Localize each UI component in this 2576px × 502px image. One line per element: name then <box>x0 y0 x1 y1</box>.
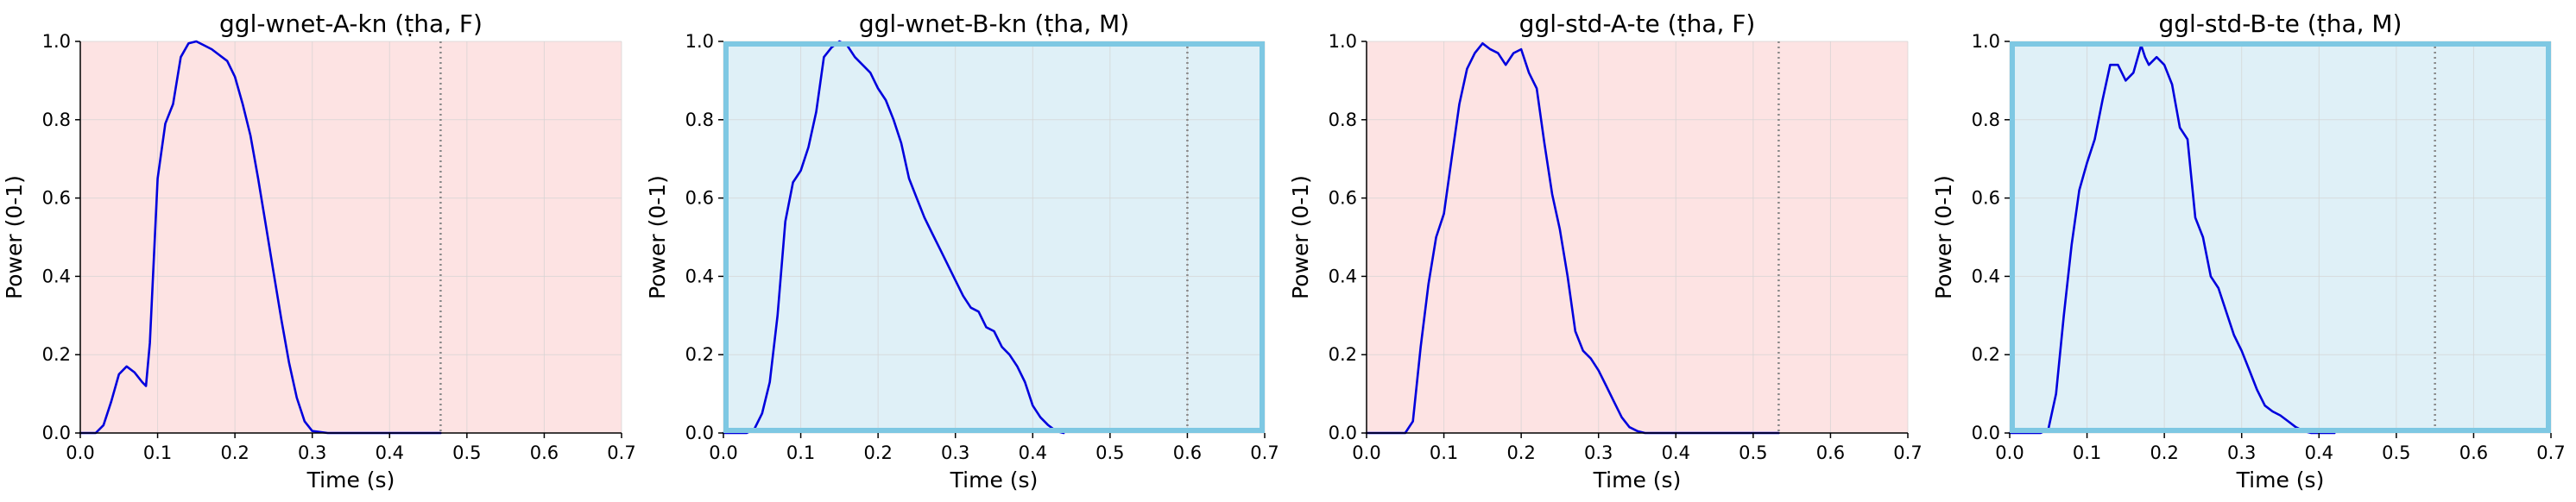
y-axis-label: Power (0-1) <box>2 175 27 299</box>
x-tick-label: 0.3 <box>298 442 326 463</box>
x-tick-label: 0.3 <box>2227 442 2256 463</box>
y-tick-label: 0.6 <box>42 188 71 209</box>
x-tick-label: 0.1 <box>143 442 172 463</box>
x-tick-label: 0.3 <box>1584 442 1613 463</box>
x-tick-label: 0.0 <box>709 442 737 463</box>
y-tick-label: 0.8 <box>1972 110 2000 130</box>
y-tick-label: 0.6 <box>1972 188 2000 209</box>
y-tick-label: 1.0 <box>685 31 714 52</box>
y-tick-label: 0.2 <box>685 344 714 365</box>
y-tick-label: 0.4 <box>1329 266 1357 286</box>
x-axis-label: Time (s) <box>306 467 395 493</box>
x-tick-label: 0.7 <box>2536 442 2565 463</box>
y-axis-label: Power (0-1) <box>645 175 670 299</box>
y-tick-label: 0.8 <box>685 110 714 130</box>
x-tick-label: 0.2 <box>863 442 892 463</box>
panel-title: ggl-std-B-te (ṭha, M) <box>2159 9 2402 38</box>
plot-background <box>1367 41 1908 433</box>
y-tick-label: 1.0 <box>1972 31 2000 52</box>
power-series-line <box>1365 41 1780 435</box>
x-tick-label: 0.7 <box>1893 442 1922 463</box>
y-tick-label: 0.0 <box>1329 423 1357 443</box>
power-series-line <box>722 40 1065 435</box>
x-tick-label: 0.6 <box>1173 442 1202 463</box>
x-tick-label: 0.4 <box>376 442 404 463</box>
panel-title: ggl-std-A-te (ṭha, F) <box>1519 9 1756 38</box>
x-tick-label: 0.2 <box>2150 442 2178 463</box>
y-tick-label: 1.0 <box>1329 31 1357 52</box>
plot-background <box>2010 41 2551 433</box>
y-tick-label: 0.0 <box>1972 423 2000 443</box>
panel-3: 0.0 0.1 0.2 0.3 0.4 0.5 0.6 0.7 0.0 0.2 0.4 0.6 0.8 1… <box>1288 9 1923 493</box>
panel-title: ggl-wnet-B-kn (ṭha, M) <box>859 9 1129 38</box>
plot-background <box>723 41 1265 433</box>
y-tick-label: 0.4 <box>685 266 714 286</box>
x-tick-label: 0.6 <box>1816 442 1845 463</box>
x-tick-label: 0.7 <box>1250 442 1279 463</box>
y-axis-label: Power (0-1) <box>1288 175 1313 299</box>
x-axis-label: Time (s) <box>2236 467 2325 493</box>
panel-title: ggl-wnet-A-kn (ṭha, F) <box>219 9 483 38</box>
y-tick-label: 0.8 <box>1329 110 1357 130</box>
male-panel-border <box>723 41 1265 433</box>
y-tick-label: 0.4 <box>1972 266 2000 286</box>
x-tick-label: 0.1 <box>2073 442 2101 463</box>
y-tick-label: 0.2 <box>42 344 71 365</box>
y-tick-label: 1.0 <box>42 31 71 52</box>
y-tick-label: 0.4 <box>42 266 71 286</box>
x-tick-label: 0.2 <box>220 442 249 463</box>
x-tick-label: 0.5 <box>2382 442 2410 463</box>
x-tick-label: 0.5 <box>1739 442 1767 463</box>
panel-2: 0.0 0.1 0.2 0.3 0.4 0.5 0.6 0.7 0.0 0.2 0.4 0.6 0.8 1… <box>645 9 1279 493</box>
y-tick-label: 0.2 <box>1329 344 1357 365</box>
power-series-line <box>79 40 442 435</box>
x-axis-label: Time (s) <box>1593 467 1682 493</box>
panel-1: 0.0 0.1 0.2 0.3 0.4 0.5 0.6 0.7 0.0 0.2 0.4 0.6 0.8 1… <box>2 9 636 493</box>
x-tick-label: 0.2 <box>1506 442 1535 463</box>
power-series-line <box>2008 44 2336 435</box>
x-tick-label: 0.5 <box>1095 442 1124 463</box>
x-tick-label: 0.5 <box>452 442 481 463</box>
x-tick-label: 0.1 <box>786 442 815 463</box>
y-tick-label: 0.0 <box>685 423 714 443</box>
y-tick-label: 0.2 <box>1972 344 2000 365</box>
x-tick-label: 0.7 <box>607 442 635 463</box>
y-tick-label: 0.0 <box>42 423 71 443</box>
x-tick-label: 0.6 <box>2459 442 2488 463</box>
plot-background <box>80 41 622 433</box>
x-tick-label: 0.6 <box>530 442 559 463</box>
y-tick-label: 0.6 <box>1329 188 1357 209</box>
x-tick-label: 0.3 <box>941 442 969 463</box>
x-axis-label: Time (s) <box>950 467 1039 493</box>
x-tick-label: 0.4 <box>1662 442 1690 463</box>
panel-4: 0.0 0.1 0.2 0.3 0.4 0.5 0.6 0.7 0.0 0.2 0.4 0.6 0.8 1… <box>1931 9 2566 493</box>
x-tick-label: 0.0 <box>66 442 94 463</box>
x-tick-label: 0.1 <box>1430 442 1458 463</box>
x-tick-label: 0.0 <box>1995 442 2024 463</box>
x-tick-label: 0.4 <box>1019 442 1047 463</box>
x-tick-label: 0.4 <box>2305 442 2333 463</box>
y-tick-label: 0.8 <box>42 110 71 130</box>
x-tick-label: 0.0 <box>1352 442 1380 463</box>
male-panel-border <box>2010 41 2551 433</box>
y-axis-label: Power (0-1) <box>1931 175 1956 299</box>
y-tick-label: 0.6 <box>685 188 714 209</box>
